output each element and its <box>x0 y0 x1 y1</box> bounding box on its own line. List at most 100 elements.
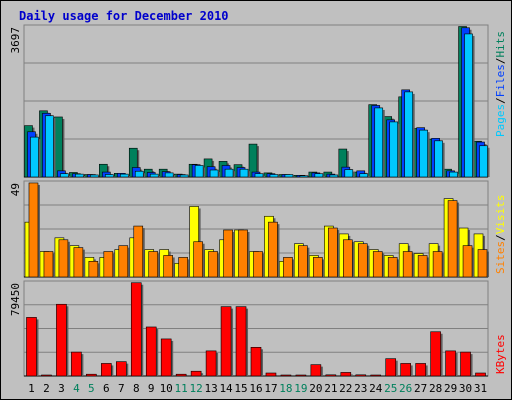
bar-sites-day-13 <box>208 251 218 278</box>
x-tick-label-day-13: 13 <box>204 382 217 395</box>
bar-sites-day-2 <box>43 251 54 278</box>
bar-sites-day-7 <box>118 245 129 278</box>
bar-sites-day-3 <box>58 239 69 278</box>
x-tick-label-day-16: 16 <box>249 382 262 395</box>
x-tick-label-day-31: 31 <box>474 382 487 395</box>
legend-top-pages: Pages <box>494 104 507 137</box>
x-tick-label-day-24: 24 <box>369 382 383 395</box>
bar-sites-day-5 <box>88 261 99 278</box>
legend-middle: Sites/Visits <box>494 195 507 275</box>
bar-sites-day-6 <box>103 251 114 278</box>
bar-kbytes-day-30 <box>460 351 471 377</box>
x-tick-label-day-19: 19 <box>294 382 307 395</box>
bar-sites-day-27 <box>417 255 428 278</box>
x-tick-label-day-15: 15 <box>234 382 247 395</box>
bar-sites-day-10 <box>163 255 173 278</box>
x-tick-label-day-14: 14 <box>219 382 233 395</box>
x-tick-label-day-9: 9 <box>148 382 155 395</box>
panel-top-ymax-label: 3697 <box>9 27 22 54</box>
bar-pages-day-24 <box>374 107 384 178</box>
bar-sites-day-15 <box>238 229 248 278</box>
bar-sites-day-4 <box>73 247 84 278</box>
legend-top-separator: / <box>494 58 507 65</box>
bar-sites-day-16 <box>253 251 263 278</box>
bar-pages-day-23 <box>359 173 369 178</box>
x-tick-label-day-17: 17 <box>264 382 277 395</box>
bar-kbytes-day-3 <box>56 303 67 377</box>
bar-sites-day-9 <box>148 251 159 278</box>
bar-kbytes-day-22 <box>340 372 352 377</box>
bar-pages-day-14 <box>224 168 234 178</box>
bar-sites-day-12 <box>193 241 203 278</box>
x-tick-label-day-20: 20 <box>309 382 322 395</box>
bar-kbytes-day-25 <box>385 358 397 377</box>
bar-pages-day-31 <box>479 145 488 178</box>
x-tick-label-day-8: 8 <box>133 382 140 395</box>
bar-pages-day-29 <box>449 171 458 178</box>
x-tick-label-day-22: 22 <box>339 382 352 395</box>
bar-pages-day-9 <box>149 173 159 178</box>
bar-sites-day-28 <box>432 251 443 278</box>
bar-hits-day-3 <box>54 116 63 178</box>
bar-pages-day-17 <box>269 174 279 178</box>
x-tick-label-day-11: 11 <box>175 382 188 395</box>
bar-sites-day-26 <box>402 251 413 278</box>
bar-kbytes-day-1 <box>26 317 37 377</box>
bar-sites-day-14 <box>223 229 233 278</box>
bar-kbytes-day-4 <box>71 351 82 377</box>
x-tick-label-day-18: 18 <box>279 382 292 395</box>
x-tick-label-day-30: 30 <box>459 382 472 395</box>
bar-pages-day-26 <box>404 91 413 178</box>
x-tick-label-day-28: 28 <box>429 382 442 395</box>
bar-pages-day-25 <box>389 121 399 178</box>
bar-pages-day-12 <box>194 165 204 178</box>
bar-kbytes-day-12 <box>190 370 202 377</box>
x-tick-label-day-3: 3 <box>58 382 65 395</box>
bar-sites-day-29 <box>447 200 458 278</box>
bar-kbytes-day-14 <box>220 306 232 377</box>
x-tick-label-day-29: 29 <box>444 382 457 395</box>
bar-pages-day-15 <box>239 168 249 178</box>
bar-pages-day-7 <box>119 173 129 178</box>
bar-kbytes-day-7 <box>115 361 127 377</box>
bar-kbytes-day-8 <box>130 282 142 377</box>
x-tick-label-day-10: 10 <box>160 382 173 395</box>
bar-kbytes-day-29 <box>445 350 456 377</box>
bar-sites-day-22 <box>343 239 353 278</box>
legend-top-hits: Hits <box>494 31 507 58</box>
bar-sites-day-21 <box>328 227 338 278</box>
x-tick-label-day-7: 7 <box>118 382 125 395</box>
bar-sites-day-31 <box>477 249 488 278</box>
bar-pages-day-18 <box>284 174 294 178</box>
bar-kbytes-day-17 <box>265 372 277 377</box>
bar-pages-day-28 <box>434 140 443 178</box>
bar-sites-day-24 <box>372 251 383 278</box>
bar-pages-day-3 <box>60 173 69 178</box>
bar-kbytes-day-19 <box>295 374 307 377</box>
chart-title: Daily usage for December 2010 <box>19 9 229 23</box>
x-tick-label-day-27: 27 <box>414 382 427 395</box>
x-tick-label-day-23: 23 <box>354 382 367 395</box>
x-tick-label-day-12: 12 <box>190 382 203 395</box>
bar-pages-day-16 <box>254 173 264 178</box>
bar-pages-day-2 <box>45 115 54 178</box>
legend-bottom-kbytes: KBytes <box>494 334 507 374</box>
bar-pages-day-5 <box>90 174 99 178</box>
bar-pages-day-13 <box>209 169 219 178</box>
panel-middle-ymax-label: 49 <box>9 183 22 196</box>
bar-pages-day-27 <box>419 129 428 178</box>
bar-pages-day-4 <box>75 173 84 178</box>
x-tick-label-day-25: 25 <box>384 382 397 395</box>
bar-sites-day-20 <box>313 257 323 278</box>
x-tick-label-day-1: 1 <box>28 382 35 395</box>
bar-kbytes-day-24 <box>370 374 382 377</box>
legend-middle-separator: / <box>494 234 507 241</box>
legend-top: Pages/Files/Hits <box>494 31 507 137</box>
bar-sites-day-25 <box>387 257 398 278</box>
bar-pages-day-19 <box>299 175 309 178</box>
bar-pages-day-20 <box>314 173 324 178</box>
bar-sites-day-17 <box>268 221 278 278</box>
